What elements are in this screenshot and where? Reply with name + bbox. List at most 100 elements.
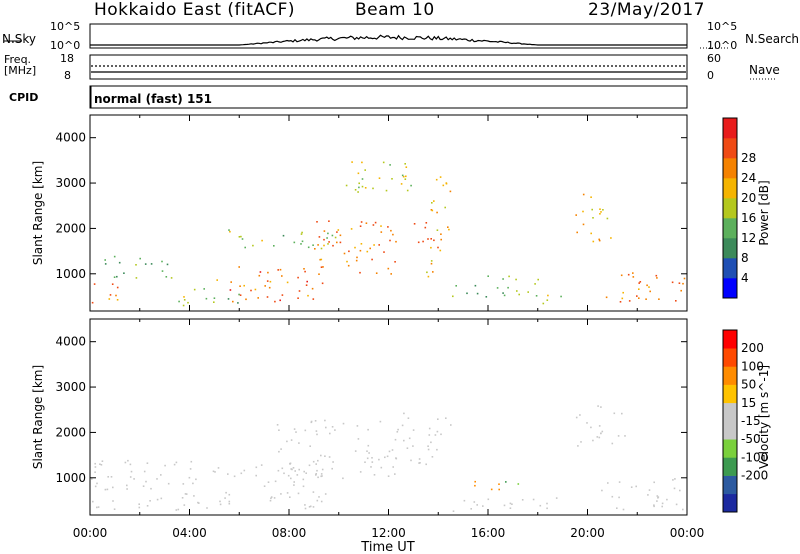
- velocity-cell: [189, 468, 192, 470]
- velocity-cell: [359, 471, 362, 473]
- power-colorbar-tick: 4: [741, 271, 749, 285]
- velocity-cell: [428, 434, 431, 436]
- power-cell: [430, 262, 433, 265]
- power-cell: [503, 294, 506, 297]
- velocity-colorbar-tick: 15: [741, 396, 756, 410]
- power-cell: [116, 275, 118, 278]
- velocity-cell: [228, 500, 231, 503]
- power-cell: [300, 233, 303, 235]
- velocity-cell: [577, 445, 579, 447]
- velocity-cell: [364, 461, 366, 463]
- colorbar-frame: [722, 329, 738, 513]
- velocity-cell: [622, 508, 625, 511]
- colorbar-segment: [723, 258, 737, 279]
- colorbar-segment: [723, 457, 737, 476]
- power-cell: [281, 294, 284, 296]
- velocity-cell: [320, 475, 322, 478]
- power-cell: [216, 279, 218, 281]
- power-cell: [437, 246, 439, 249]
- power-cell: [508, 275, 510, 278]
- velocity-cell: [546, 502, 548, 505]
- power-cell: [395, 240, 397, 243]
- power-cell: [303, 268, 305, 270]
- power-colorbar-tick: 16: [741, 211, 756, 225]
- velocity-cell: [474, 484, 476, 487]
- power-cell: [239, 285, 241, 287]
- power-cell: [298, 290, 301, 292]
- power-cell: [104, 259, 106, 261]
- velocity-cell: [312, 491, 315, 493]
- power-cell: [387, 226, 389, 228]
- velocity-cell: [412, 429, 415, 431]
- velocity-cell: [452, 510, 455, 512]
- date-title: 23/May/2017: [588, 0, 705, 20]
- colorbar-frame: [722, 117, 738, 299]
- velocity-cell: [296, 474, 299, 476]
- velocity-cell: [656, 500, 658, 502]
- power-cell: [343, 252, 346, 255]
- velocity-cell: [310, 421, 313, 424]
- power-cell: [592, 217, 594, 219]
- colorbar-segment: [723, 118, 737, 139]
- noise-right-tick-top: 10^5: [707, 20, 738, 33]
- velocity-cell: [308, 464, 311, 467]
- velocity-cell: [276, 424, 279, 426]
- velocity-cell: [539, 504, 542, 507]
- power-cell: [632, 276, 635, 278]
- freq-left-tick-bottom: 8: [64, 69, 71, 82]
- power-cell: [433, 239, 435, 242]
- y-tick-label: 4000: [55, 131, 86, 145]
- velocity-cell: [177, 508, 180, 511]
- colorbar-segment: [723, 366, 737, 385]
- velocity-cell: [273, 497, 276, 499]
- colorbar-segment: [723, 402, 737, 422]
- power-cell: [266, 280, 269, 282]
- velocity-cell: [328, 456, 331, 458]
- velocity-cell: [127, 459, 129, 462]
- power-cell: [264, 285, 266, 287]
- power-cell: [244, 246, 246, 249]
- velocity-cell: [418, 462, 420, 464]
- power-cell: [372, 187, 374, 190]
- velocity-cell: [392, 466, 394, 468]
- velocity-colorbar-tick: 100: [741, 359, 764, 373]
- velocity-cell: [240, 472, 243, 475]
- velocity-cell: [597, 405, 599, 407]
- velocity-cell: [387, 475, 390, 477]
- power-cell: [592, 240, 595, 243]
- velocity-cell: [601, 430, 604, 433]
- velocity-cell: [503, 504, 506, 507]
- power-cell: [599, 213, 601, 215]
- power-cell: [582, 210, 584, 213]
- power-cell: [144, 263, 147, 265]
- power-cell: [389, 164, 391, 166]
- velocity-cell: [674, 478, 676, 480]
- power-cell: [442, 184, 445, 187]
- velocity-cell: [156, 478, 158, 480]
- velocity-cell: [293, 428, 296, 430]
- velocity-cell: [286, 440, 288, 443]
- power-cell: [394, 261, 396, 263]
- power-cell: [447, 226, 449, 228]
- velocity-cell: [598, 425, 601, 427]
- velocity-cell: [675, 503, 678, 506]
- velocity-cell: [371, 457, 373, 459]
- velocity-cell: [94, 485, 97, 488]
- velocity-cell: [146, 462, 149, 464]
- power-cell: [243, 284, 245, 287]
- x-tick-label: 00:00: [670, 526, 705, 540]
- velocity-cell: [320, 454, 322, 457]
- velocity-cell: [630, 486, 633, 488]
- y-tick-label: 3000: [55, 176, 86, 190]
- power-cell: [591, 208, 593, 211]
- velocity-cell: [94, 462, 96, 465]
- freq-label: Freq.: [4, 53, 32, 66]
- power-cell: [496, 287, 499, 289]
- power-cell: [91, 301, 94, 304]
- velocity-cell: [126, 488, 128, 490]
- power-cell: [430, 260, 433, 262]
- freq-panel-frame: [89, 54, 688, 80]
- velocity-cell: [267, 481, 270, 483]
- colorbar-segment: [723, 348, 737, 367]
- beam-title: Beam 10: [355, 0, 435, 20]
